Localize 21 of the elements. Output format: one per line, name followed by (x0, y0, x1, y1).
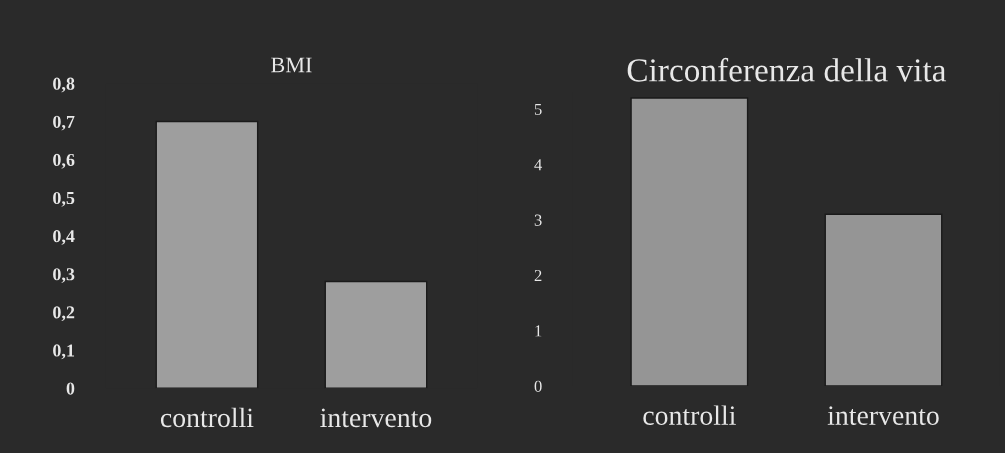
y-tick-label: 5 (534, 103, 542, 115)
y-tick-label: 0,3 (53, 268, 75, 283)
y-tick-label: 2 (534, 269, 542, 281)
y-tick-label: 3 (534, 214, 542, 226)
y-tick-label: 0,8 (53, 77, 75, 93)
y-tick-label: 0 (66, 382, 75, 395)
y-tick-label: 0,7 (53, 115, 75, 131)
y-tick-label: 4 (534, 159, 543, 171)
y-tick-label: 0,6 (53, 153, 75, 169)
y-tick-label: 0,4 (53, 230, 75, 245)
chart-title: BMI (271, 57, 312, 73)
x-tick-label: controlli (643, 405, 736, 425)
x-tick-label: controlli (160, 407, 254, 428)
y-tick-label: 0,1 (53, 344, 75, 360)
x-tick-label: intervento (827, 406, 939, 425)
chart-title: Circonferenza della vita (627, 57, 947, 82)
y-tick-label: 0,2 (53, 306, 75, 322)
y-tick-label: 0 (534, 380, 542, 392)
y-tick-label: 1 (535, 325, 542, 337)
x-tick-label: intervento (320, 408, 432, 428)
y-tick-label: 0,5 (53, 191, 75, 207)
